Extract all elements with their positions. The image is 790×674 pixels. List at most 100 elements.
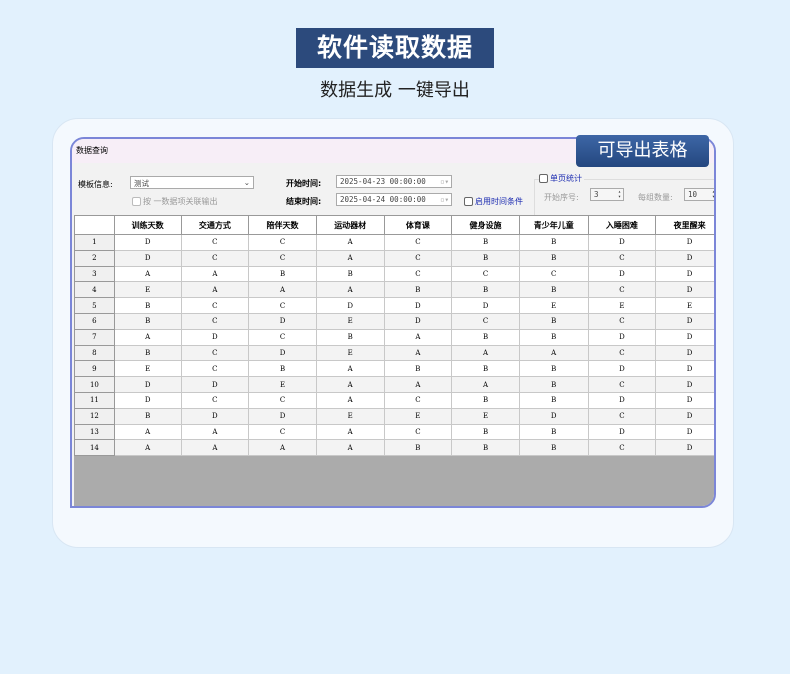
table-cell[interactable]: B xyxy=(518,328,589,346)
table-cell[interactable]: C xyxy=(248,391,317,409)
table-cell[interactable]: A xyxy=(315,360,385,378)
table-cell[interactable]: C xyxy=(180,234,250,251)
table-row[interactable]: 10 D D E A A A B C D xyxy=(74,376,714,393)
template-select[interactable]: 测试 ⌄ xyxy=(130,176,254,189)
row-number[interactable]: 6 xyxy=(74,312,115,330)
table-cell[interactable]: C xyxy=(451,265,520,283)
table-cell[interactable]: D xyxy=(113,249,182,267)
table-cell[interactable]: D xyxy=(180,407,250,425)
table-cell[interactable]: B xyxy=(451,423,520,441)
table-cell[interactable]: D xyxy=(655,439,714,457)
table-cell[interactable]: A xyxy=(113,423,182,441)
table-row[interactable]: 13 A A C A C B B D D xyxy=(74,423,714,441)
table-cell[interactable]: C xyxy=(383,423,453,441)
table-cell[interactable]: C xyxy=(451,312,520,330)
table-cell[interactable]: D xyxy=(655,265,714,283)
table-cell[interactable]: D xyxy=(655,376,714,393)
table-cell[interactable]: E xyxy=(315,312,385,330)
table-cell[interactable]: A xyxy=(248,439,317,457)
table-cell[interactable]: C xyxy=(180,297,250,314)
table-cell[interactable]: E xyxy=(315,407,385,425)
table-cell[interactable]: B xyxy=(451,249,520,267)
table-cell[interactable]: E xyxy=(655,297,714,314)
table-cell[interactable]: A xyxy=(383,376,453,393)
table-cell[interactable]: C xyxy=(383,265,453,283)
table-cell[interactable]: C xyxy=(248,297,317,314)
table-cell[interactable]: B xyxy=(248,265,317,283)
table-cell[interactable]: E xyxy=(383,407,453,425)
table-cell[interactable]: C xyxy=(587,344,657,362)
column-header[interactable]: 体育课 xyxy=(383,215,453,235)
table-cell[interactable]: D xyxy=(655,407,714,425)
table-cell[interactable]: B xyxy=(518,439,589,457)
column-header[interactable]: 入睡困难 xyxy=(587,215,657,235)
table-cell[interactable]: C xyxy=(587,439,657,457)
table-cell[interactable]: B xyxy=(451,439,520,457)
table-cell[interactable]: D xyxy=(655,391,714,409)
table-cell[interactable]: A xyxy=(451,344,520,362)
column-header[interactable]: 训练天数 xyxy=(113,215,182,235)
group-output-checkbox[interactable]: 按 一数据项关联输出 xyxy=(132,196,218,207)
calendar-icon[interactable]: ▫▾ xyxy=(439,195,449,204)
enable-time-checkbox[interactable]: 启用时间条件 xyxy=(464,196,523,207)
table-cell[interactable]: A xyxy=(113,328,182,346)
start-time-input[interactable]: 2025-04-23 00:00:00 ▫▾ xyxy=(336,175,452,188)
table-cell[interactable]: A xyxy=(451,376,520,393)
table-cell[interactable]: A xyxy=(383,328,453,346)
table-cell[interactable]: C xyxy=(180,391,250,409)
table-cell[interactable]: A xyxy=(113,439,182,457)
column-header[interactable]: 夜里醒来 xyxy=(655,215,714,235)
table-cell[interactable]: A xyxy=(248,281,317,299)
table-cell[interactable]: A xyxy=(315,391,385,409)
table-cell[interactable]: B xyxy=(113,297,182,314)
table-cell[interactable]: E xyxy=(113,281,182,299)
table-cell[interactable]: D xyxy=(655,281,714,299)
table-cell[interactable]: C xyxy=(180,360,250,378)
table-cell[interactable]: D xyxy=(383,297,453,314)
table-cell[interactable]: D xyxy=(113,376,182,393)
table-cell[interactable]: A xyxy=(180,423,250,441)
table-cell[interactable]: B xyxy=(451,281,520,299)
table-cell[interactable]: C xyxy=(180,312,250,330)
table-cell[interactable]: A xyxy=(383,344,453,362)
table-cell[interactable]: B xyxy=(518,391,589,409)
table-cell[interactable]: D xyxy=(587,360,657,378)
table-cell[interactable]: C xyxy=(248,249,317,267)
table-row[interactable]: 12 B D D E E E D C D xyxy=(74,407,714,425)
group-count-stepper[interactable]: 10 ▴ ▾ xyxy=(684,188,714,201)
table-cell[interactable]: A xyxy=(518,344,589,362)
table-cell[interactable]: C xyxy=(587,312,657,330)
row-number[interactable]: 12 xyxy=(74,407,115,425)
table-cell[interactable]: A xyxy=(315,376,385,393)
column-header[interactable]: 运动器材 xyxy=(315,215,385,235)
table-cell[interactable]: B xyxy=(383,360,453,378)
table-cell[interactable]: A xyxy=(180,281,250,299)
row-number[interactable]: 14 xyxy=(74,439,115,457)
table-cell[interactable]: D xyxy=(518,407,589,425)
table-cell[interactable]: C xyxy=(518,265,589,283)
table-cell[interactable]: C xyxy=(587,249,657,267)
table-cell[interactable]: D xyxy=(180,376,250,393)
calendar-icon[interactable]: ▫▾ xyxy=(439,177,449,186)
row-number[interactable]: 8 xyxy=(74,344,115,362)
table-cell[interactable]: B xyxy=(451,234,520,251)
table-cell[interactable]: D xyxy=(587,265,657,283)
table-cell[interactable]: B xyxy=(518,312,589,330)
stepper-arrows-icon[interactable]: ▴ ▾ xyxy=(617,189,621,200)
table-cell[interactable]: D xyxy=(248,312,317,330)
column-header[interactable]: 交通方式 xyxy=(180,215,250,235)
table-cell[interactable]: B xyxy=(518,423,589,441)
row-number[interactable]: 5 xyxy=(74,297,115,314)
table-cell[interactable]: C xyxy=(587,376,657,393)
table-cell[interactable]: A xyxy=(180,265,250,283)
table-cell[interactable]: D xyxy=(113,391,182,409)
row-number[interactable]: 11 xyxy=(74,391,115,409)
table-cell[interactable]: E xyxy=(315,344,385,362)
column-header[interactable]: 陪伴天数 xyxy=(248,215,317,235)
table-cell[interactable]: B xyxy=(383,439,453,457)
